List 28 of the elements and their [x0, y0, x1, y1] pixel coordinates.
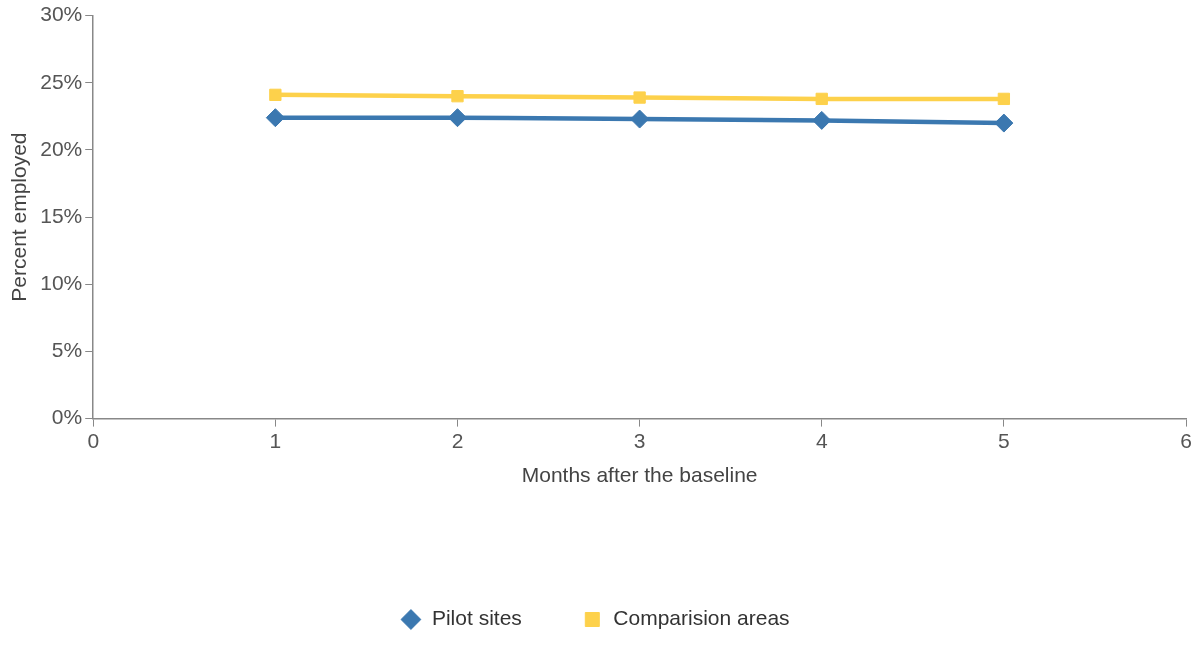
point [633, 91, 646, 104]
point [812, 110, 832, 130]
x-tick-label: 6 [1180, 429, 1192, 452]
x-tick-label: 3 [633, 429, 646, 452]
legend-label: Pilot sites [431, 606, 522, 630]
point [447, 108, 467, 128]
y-tick-label: 10% [40, 271, 83, 295]
y-tick-label: 15% [40, 203, 83, 227]
point [815, 92, 828, 106]
point [451, 90, 464, 103]
point [630, 109, 650, 129]
point [265, 108, 285, 128]
y-tick-label: 0% [51, 405, 83, 429]
y-tick-label: 20% [40, 136, 83, 160]
y-tick-label: 25% [40, 69, 83, 93]
x-tick-label: 4 [815, 429, 828, 452]
x-tick-label: 1 [269, 429, 282, 452]
x-tick-label: 5 [998, 429, 1010, 452]
x-tick-label: 2 [451, 429, 464, 452]
point [994, 113, 1014, 133]
y-tick-label: 5% [51, 338, 83, 362]
x-axis-title: Months after the baseline [521, 463, 758, 487]
x-tick-label: 0 [87, 429, 100, 452]
point [997, 92, 1011, 106]
y-axis-title: Percent employed [7, 132, 31, 302]
legend-label: Comparision areas [613, 606, 790, 630]
y-tick-label: 30% [40, 2, 83, 26]
point [269, 88, 282, 102]
